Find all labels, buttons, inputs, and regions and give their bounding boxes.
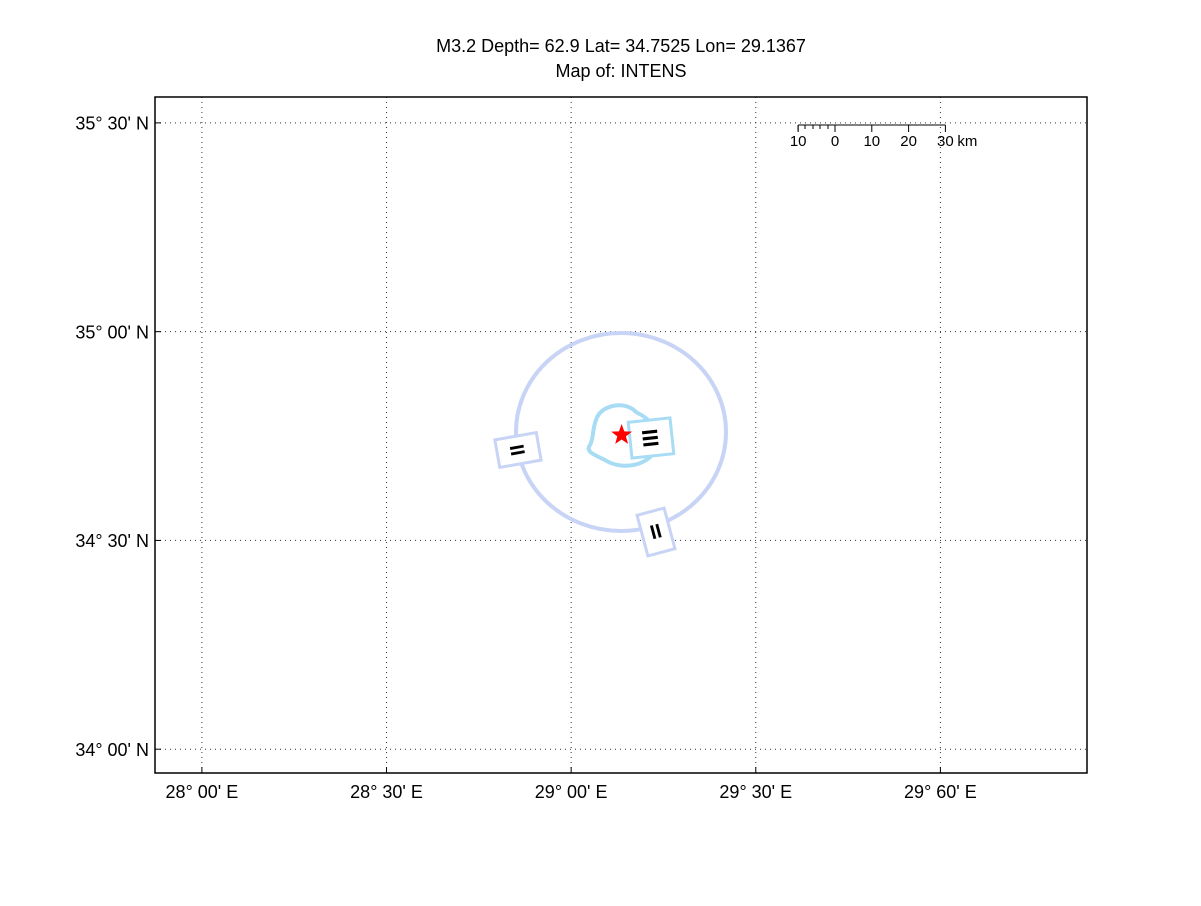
x-tick-label: 28° 00' E bbox=[166, 782, 239, 802]
label-box bbox=[493, 430, 543, 470]
contour-inner bbox=[586, 403, 661, 468]
epicenter bbox=[611, 424, 633, 444]
contour-outer bbox=[514, 331, 728, 533]
scale-tick-label: 20 bbox=[900, 133, 917, 150]
title-line: Map of: INTENS bbox=[555, 61, 686, 81]
contour-label: III bbox=[637, 428, 664, 449]
x-tick-label: 29° 60' E bbox=[904, 782, 977, 802]
scale-bar: 10 0 10 20 30 km bbox=[790, 124, 977, 150]
contour-label: II bbox=[648, 520, 664, 544]
y-tick-label: 34° 30' N bbox=[75, 531, 149, 551]
x-tick-label: 29° 00' E bbox=[535, 782, 608, 802]
label-box bbox=[626, 416, 676, 460]
contour-label-box: II bbox=[635, 506, 677, 558]
scale-tick-label: 10 bbox=[790, 133, 807, 150]
scale-unit: km bbox=[957, 133, 977, 150]
scale-tick-label: 10 bbox=[863, 133, 880, 150]
y-tick-label: 35° 00' N bbox=[75, 322, 149, 342]
label-box bbox=[635, 506, 677, 558]
y-tick-label: 35° 30' N bbox=[75, 114, 149, 134]
plot-frame bbox=[154, 96, 1088, 774]
x-tick-label: 29° 30' E bbox=[719, 782, 792, 802]
scale-tick-label: 30 bbox=[937, 133, 954, 150]
y-tick-label: 34° 00' N bbox=[75, 740, 149, 760]
scale-tick-label: 0 bbox=[831, 133, 839, 150]
contour-label: II bbox=[506, 443, 530, 458]
x-tick-label: 28° 30' E bbox=[350, 782, 423, 802]
contour-label-box: III bbox=[626, 416, 676, 460]
title-line: M3.2 Depth= 62.9 Lat= 34.7525 Lon= 29.13… bbox=[436, 36, 806, 56]
contour-label-box: II bbox=[493, 430, 543, 470]
